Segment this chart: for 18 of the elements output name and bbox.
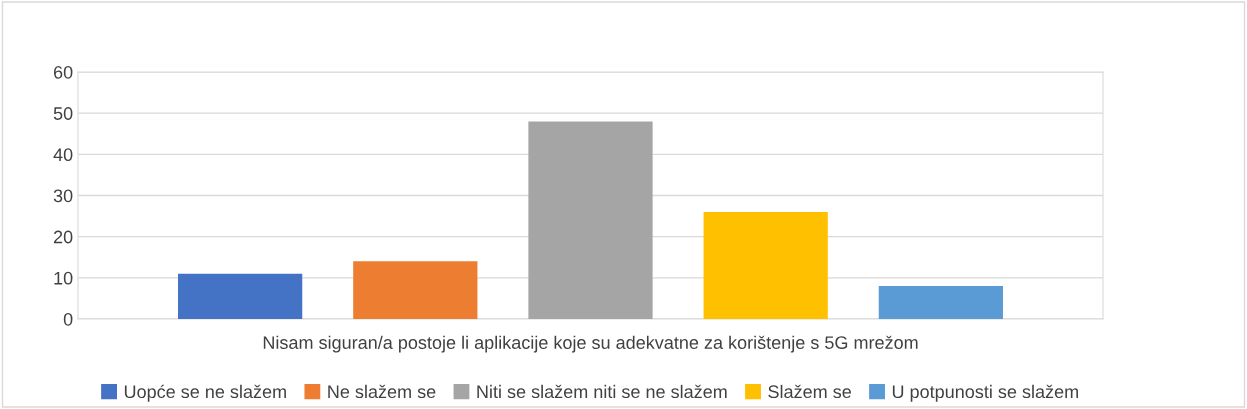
x-tick-label: Nisam siguran/a postoje li aplikacije koje su adekvatne za korištenje s 5G mrežom <box>263 335 918 353</box>
legend-label: Niti se slažem niti se ne slažem <box>477 384 727 399</box>
bar <box>178 273 303 319</box>
bar <box>528 121 653 319</box>
legend-label: U potpunosti se slažem <box>892 384 1078 402</box>
y-tick-label: 20 <box>53 230 73 244</box>
bar <box>703 211 828 319</box>
legend-label: Uopće se ne slažem <box>124 384 286 402</box>
y-tick-label: 0 <box>63 312 73 326</box>
bar <box>353 261 478 319</box>
legend-label: Slažem se <box>768 384 851 399</box>
y-tick-label: 30 <box>53 189 73 203</box>
y-tick-label: 10 <box>54 271 73 285</box>
legend-label: Ne slažem se <box>328 384 436 399</box>
y-tick-label: 60 <box>53 65 73 79</box>
y-tick-label: 50 <box>53 107 73 120</box>
bar <box>878 286 1003 319</box>
y-tick-label: 40 <box>53 148 73 162</box>
